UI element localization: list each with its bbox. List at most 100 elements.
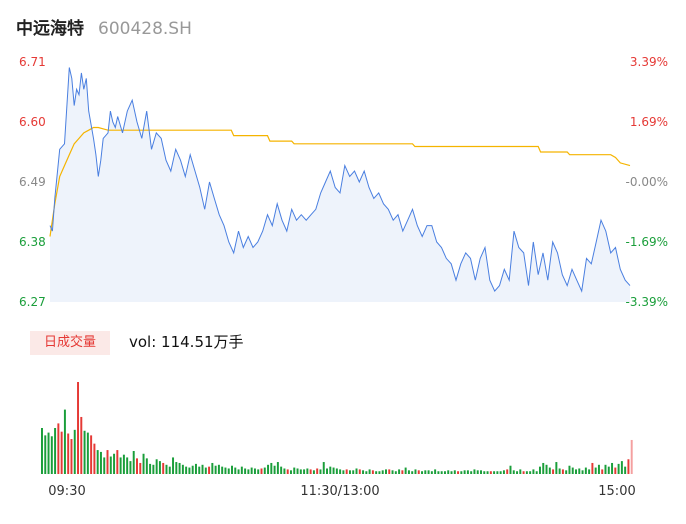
volume-bar [250,467,253,474]
volume-bar [309,469,312,474]
volume-bar [532,469,535,474]
volume-bar [191,465,194,474]
volume-bar [611,462,614,474]
volume-bar [126,457,129,474]
volume-bar [624,466,627,474]
volume-bar [299,469,302,474]
volume-bar [489,471,492,474]
y-tick-left: 6.60 [19,115,46,129]
x-tick: 15:00 [598,484,635,499]
volume-bar [440,471,443,474]
volume-bar [407,470,410,474]
volume-bar [502,470,505,474]
volume-bar [306,468,309,474]
volume-bar [303,469,306,474]
volume-bar [41,428,43,474]
volume-bar [630,439,633,474]
volume-bar [152,464,155,474]
volume-bar [597,464,600,474]
volume-bar [312,470,315,474]
volume-bar [594,467,597,474]
volume-bar [267,464,270,474]
volume-bar [525,471,528,474]
volume-bar [60,431,63,474]
volume-bar [443,471,446,474]
volume-bar [555,462,558,474]
x-tick: 11:30/13:00 [300,484,379,499]
volume-bar [93,443,96,474]
volume-bar [404,467,407,474]
volume-bar [329,466,332,474]
volume-bar [450,471,453,474]
y-tick-right: 1.69% [630,115,668,129]
y-tick-left: 6.49 [19,175,46,189]
volume-bar [289,470,292,474]
volume-bar [276,462,279,474]
stock-header: 中远海特 600428.SH [16,14,192,39]
volume-bar [185,466,188,474]
volume-bar [571,467,574,474]
volume-badge[interactable]: 日成交量 [30,331,110,355]
volume-bar [342,470,345,474]
volume-bar [217,464,220,474]
volume-bar [54,428,57,474]
volume-bar [358,469,361,474]
volume-bar [80,416,83,474]
volume-bar [86,432,89,474]
y-tick-right: -3.39% [626,295,668,309]
volume-bar [548,467,551,474]
volume-bar [496,471,499,474]
volume-bar [617,463,620,474]
y-tick-right: 3.39% [630,55,668,69]
volume-bar [414,469,417,474]
volume-bar [362,470,365,474]
volume-bar [47,432,50,474]
stock-code: 600428.SH [98,19,192,39]
volume-bar [345,469,348,474]
volume-bar [607,466,610,474]
volume-bar [365,471,368,474]
volume-bar [545,464,548,474]
volume-bar [67,433,70,474]
volume-bar [181,464,184,474]
volume-bar [50,436,53,474]
volume-bar [116,450,119,474]
volume-bar [424,470,427,474]
volume-bar [260,468,263,474]
volume-bar [604,464,607,474]
volume-bar [145,458,148,474]
volume-bar [421,471,424,474]
volume-bar [231,465,233,474]
volume-bar [204,467,207,474]
volume-bar [509,465,512,474]
volume-bar [561,469,564,474]
volume-bar [142,453,145,474]
volume-bar [270,462,273,474]
volume-bar [198,466,201,474]
volume-bar [538,466,541,474]
volume-bar [368,469,371,474]
volume-bar [155,459,158,474]
volume-bar [211,462,214,474]
volume-bar [280,466,283,474]
volume-bar [103,457,106,474]
volume-bar [168,466,171,474]
volume-bar [240,466,243,474]
volume-bar [430,471,433,474]
stock-name: 中远海特 [16,19,84,39]
volume-bar [581,470,584,474]
volume-bar [119,457,122,474]
volume-bar [253,468,256,474]
volume-bar [165,464,168,474]
volume-bar [332,467,335,474]
volume-bar [398,469,401,474]
volume-bar [522,471,525,474]
volume-bar [96,450,99,474]
volume-bar [463,470,466,474]
volume-bar [516,471,519,474]
volume-bar [627,459,630,474]
volume-bar [326,468,328,474]
volume-bar [73,429,76,474]
volume-bar [162,462,165,474]
volume-bar [263,467,266,474]
